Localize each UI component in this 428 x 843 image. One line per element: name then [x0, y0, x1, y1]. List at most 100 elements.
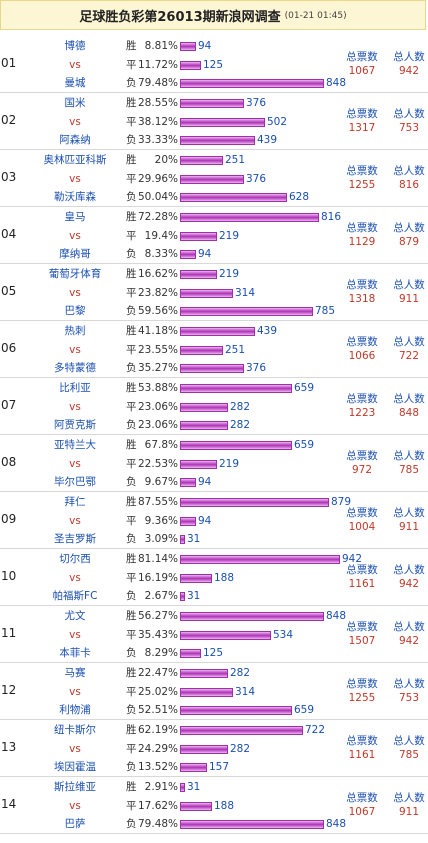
total-people-value: 911 [398, 806, 420, 818]
result-percent: 2.91% [144, 781, 178, 793]
home-team-link[interactable]: 纽卡斯尔 [54, 724, 96, 736]
result-percent: 16.62% [138, 268, 179, 280]
home-team-link[interactable]: 斯拉维亚 [54, 781, 96, 793]
total-votes-value: 1067 [348, 806, 376, 818]
result-label: 负 [126, 191, 137, 203]
vote-bar [180, 402, 228, 412]
total-people-value: 942 [398, 65, 420, 77]
result-label: 负 [126, 761, 137, 773]
result-percent: 35.27% [138, 362, 179, 374]
result-percent: 13.52% [138, 761, 179, 773]
total-votes-label: 总票数 [346, 735, 378, 747]
vs-label: vs [69, 629, 81, 641]
vote-count: 314 [235, 287, 256, 299]
result-label: 负 [126, 533, 137, 545]
away-team-link[interactable]: 毕尔巴鄂 [54, 476, 96, 488]
vote-count: 785 [315, 305, 336, 317]
home-team-link[interactable]: 比利亚 [59, 382, 91, 394]
home-team-link[interactable]: 国米 [64, 97, 86, 109]
match-number: 04 [1, 227, 17, 241]
away-team-link[interactable]: 本菲卡 [59, 647, 91, 659]
vote-count: 94 [198, 515, 212, 527]
match-number: 12 [1, 683, 17, 697]
home-team-link[interactable]: 亚特兰大 [54, 439, 96, 451]
match-row: 10 切尔西 vs 帕福斯FC 胜 81.14% 942 平 16.19% 188 负 2.67% 31… [0, 549, 428, 606]
vote-count: 376 [246, 173, 267, 185]
result-percent: 23.55% [138, 344, 179, 356]
total-people-label: 总人数 [393, 279, 425, 291]
vote-bar [180, 363, 244, 373]
home-team-link[interactable]: 葡萄牙体育 [48, 268, 102, 280]
vote-bar [180, 611, 324, 621]
vote-bar [180, 516, 196, 526]
vote-bar [180, 231, 217, 241]
home-team-link[interactable]: 奥林匹亚科斯 [43, 154, 107, 166]
home-team-link[interactable]: 皇马 [64, 211, 86, 223]
total-votes: 总票数 1255 [337, 164, 387, 192]
result-row-win: 胜 28.55% 376 [126, 96, 266, 110]
vote-count: 282 [230, 743, 251, 755]
away-team-link[interactable]: 阿森纳 [59, 134, 91, 146]
total-votes-label: 总票数 [346, 336, 378, 348]
result-label: 负 [126, 818, 137, 830]
away-team-link[interactable]: 利物浦 [59, 704, 91, 716]
away-team-link[interactable]: 勒沃库森 [54, 191, 96, 203]
home-team-link[interactable]: 马赛 [64, 667, 86, 679]
result-row-draw: 平 25.02% 314 [126, 685, 255, 699]
away-team-link[interactable]: 埃因霍温 [54, 761, 96, 773]
match-row: 04 皇马 vs 摩纳哥 胜 72.28% 816 平 19.4% 219 负 8.33% 94 总票数 1… [0, 207, 428, 264]
vote-count: 188 [214, 800, 235, 812]
total-people-label: 总人数 [393, 564, 425, 576]
vote-count: 31 [187, 590, 201, 602]
vote-count: 282 [230, 667, 251, 679]
result-row-lose: 负 79.48% 848 [126, 76, 346, 90]
away-team-link[interactable]: 多特蒙德 [54, 362, 96, 374]
vote-bar [180, 41, 196, 51]
vote-count: 848 [326, 77, 347, 89]
away-team-link[interactable]: 圣吉罗斯 [54, 533, 96, 545]
away-team-link[interactable]: 巴黎 [64, 305, 86, 317]
total-people-label: 总人数 [393, 792, 425, 804]
total-votes-label: 总票数 [346, 279, 378, 291]
total-votes-label: 总票数 [346, 165, 378, 177]
total-votes-value: 1129 [348, 236, 376, 248]
away-team-link[interactable]: 摩纳哥 [59, 248, 91, 260]
vote-bar [180, 687, 233, 697]
result-percent: 23.06% [138, 401, 179, 413]
match-number: 01 [1, 56, 17, 70]
result-percent: 79.48% [138, 818, 179, 830]
result-label: 平 [126, 173, 137, 185]
total-votes-label: 总票数 [346, 450, 378, 462]
home-team-link[interactable]: 热刺 [64, 325, 86, 337]
total-people: 总人数 848 [384, 392, 428, 420]
total-people-value: 753 [398, 122, 420, 134]
result-percent: 8.29% [144, 647, 178, 659]
result-label: 负 [126, 647, 137, 659]
result-row-win: 胜 87.55% 879 [126, 495, 351, 509]
result-row-draw: 平 38.12% 502 [126, 115, 287, 129]
vote-bar [180, 174, 244, 184]
result-row-lose: 负 79.48% 848 [126, 817, 346, 831]
home-team-link[interactable]: 拜仁 [64, 496, 86, 508]
away-team-link[interactable]: 巴萨 [64, 818, 86, 830]
match-number: 09 [1, 512, 17, 526]
away-team-link[interactable]: 曼城 [64, 77, 86, 89]
result-percent: 22.53% [138, 458, 179, 470]
away-team-link[interactable]: 帕福斯FC [52, 590, 98, 602]
result-label: 胜 [126, 154, 137, 166]
result-row-lose: 负 50.04% 628 [126, 190, 309, 204]
result-label: 平 [126, 116, 137, 128]
home-team-link[interactable]: 切尔西 [59, 553, 91, 565]
match-row: 12 马赛 vs 利物浦 胜 22.47% 282 平 25.02% 314 负 52.51% 659 总… [0, 663, 428, 720]
total-votes-value: 1223 [348, 407, 376, 419]
vote-bar [180, 212, 319, 222]
vote-bar [180, 192, 287, 202]
match-number: 03 [1, 170, 17, 184]
total-votes-label: 总票数 [346, 222, 378, 234]
vote-bar [180, 440, 292, 450]
result-row-win: 胜 56.27% 848 [126, 609, 346, 623]
away-team-link[interactable]: 阿贾克斯 [54, 419, 96, 431]
home-team-link[interactable]: 博德 [64, 40, 86, 52]
vote-bar [180, 762, 207, 772]
home-team-link[interactable]: 尤文 [64, 610, 86, 622]
